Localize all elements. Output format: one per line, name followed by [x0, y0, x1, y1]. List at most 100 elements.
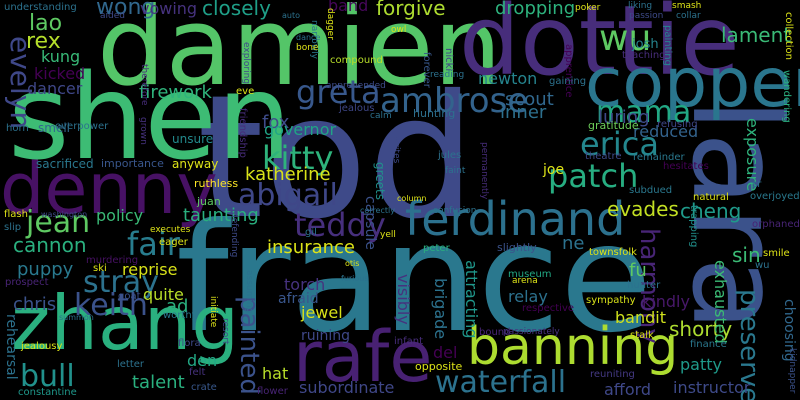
word-rex: rex: [26, 29, 61, 54]
word-aided: aided: [100, 11, 125, 21]
word-greta: greta: [296, 73, 381, 111]
word-slip: slip: [4, 222, 22, 233]
word-fair: fair: [127, 225, 180, 263]
word-taunting: taunting: [183, 205, 259, 226]
word-abigail: abigail: [238, 178, 338, 213]
word-firework: firework: [139, 82, 212, 103]
word-compound: compound: [330, 55, 383, 66]
word-museum: museum: [508, 269, 552, 280]
word-bound: bound: [479, 327, 511, 338]
word-bull: bull: [20, 359, 75, 394]
word-ruining: ruining: [301, 328, 351, 344]
word-felt: felt: [189, 367, 206, 378]
word-column: column: [397, 194, 427, 203]
word-gil: gil: [305, 227, 317, 238]
word-jean: jean: [26, 205, 91, 240]
word-dagger: dagger: [325, 8, 335, 40]
word-overjoyed: overjoyed: [750, 191, 800, 202]
word-lament: lament: [721, 23, 792, 47]
word-newton: newton: [478, 69, 538, 88]
word-anyway: anyway: [172, 157, 219, 171]
word-wu-small: wu: [755, 260, 770, 271]
word-auto: auto: [282, 11, 301, 20]
word-scout: scout: [505, 89, 554, 110]
word-unsure: unsure: [172, 132, 214, 146]
word-stalk: stalk: [630, 330, 654, 341]
word-collection: collection: [783, 12, 794, 60]
word-lara: lara: [665, 98, 800, 332]
word-rafe: rafe: [293, 316, 433, 398]
word-banning: banning: [467, 317, 679, 377]
word-tod: tod: [197, 59, 476, 257]
word-confusion: confusion: [433, 206, 477, 216]
word-executes: executes: [150, 225, 191, 235]
word-quite: quite: [143, 285, 184, 304]
word-peter: peter: [423, 243, 450, 254]
word-arena: arena: [512, 276, 538, 286]
word-dottie: dottie: [459, 0, 740, 97]
word-dropping: dropping: [495, 0, 576, 19]
word-bandit: bandit: [615, 308, 666, 327]
word-gratitude: gratitude: [588, 119, 639, 132]
word-passionately: passionately: [503, 327, 560, 337]
word-ferdinand: ferdinand: [405, 192, 626, 246]
word-france: france: [176, 192, 653, 366]
word-bone: bone: [296, 43, 319, 53]
word-flash: flash: [4, 209, 28, 220]
word-refusing: refusing: [657, 119, 698, 130]
word-afford: afford: [604, 380, 652, 399]
word-reading: reading: [430, 70, 465, 80]
word-afraid: afraid: [278, 291, 319, 307]
word-den: den: [187, 351, 218, 370]
word-theatre: theatre: [585, 151, 622, 162]
word-shen: shen: [8, 48, 292, 186]
word-respective: respective: [522, 303, 575, 314]
word-exposure: exposure: [743, 118, 762, 192]
word-sympathy: sympathy: [586, 295, 636, 306]
word-gaining: gaining: [549, 76, 587, 87]
word-puppy: puppy: [17, 259, 74, 280]
word-capsule: capsule: [362, 196, 378, 250]
word-joe: joe: [543, 162, 565, 178]
word-painted: painted: [234, 296, 264, 395]
word-rehearsal: rehearsal: [3, 314, 19, 380]
word-passion: passion: [629, 11, 664, 21]
word-inner: inner: [500, 102, 547, 123]
word-hesitates: hesitates: [663, 161, 709, 172]
word-policy: policy: [96, 206, 144, 225]
word-infant: infant: [394, 336, 424, 347]
word-forever: forever: [421, 52, 432, 88]
word-jealous: jealous: [339, 103, 375, 114]
word-hunter: hunter: [627, 280, 661, 291]
word-teaching: teaching: [622, 50, 666, 61]
word-apprentice: apprentice: [563, 44, 574, 98]
word-eve: eve: [236, 86, 255, 97]
word-patch: patch: [548, 157, 639, 195]
word-exhausted: exhausted: [711, 260, 730, 344]
word-evelyn: evelyn: [4, 36, 37, 130]
word-fu: fu: [629, 260, 647, 281]
word-smell: smell: [38, 121, 70, 135]
word-jealousy: jealousy: [21, 341, 63, 352]
word-visibly: visibly: [394, 274, 413, 325]
word-instructor: instructor: [673, 378, 751, 397]
word-reuniting: reuniting: [590, 369, 635, 380]
word-eager: eager: [159, 237, 188, 248]
word-summon: summon: [59, 313, 94, 322]
word-understanding: understanding: [4, 2, 77, 13]
word-juan: juan: [197, 195, 221, 208]
word-goat: goat: [118, 291, 141, 302]
word-wu: wu: [599, 18, 652, 59]
word-flora: flora: [178, 338, 201, 349]
word-kindly: kindly: [642, 292, 690, 311]
word-sr: sr: [752, 179, 762, 190]
word-cannon: cannon: [13, 233, 87, 257]
word-closely: closely: [202, 0, 271, 20]
word-defending: defending: [229, 212, 239, 258]
word-finance: finance: [690, 339, 727, 350]
word-wong: wong: [96, 0, 156, 20]
word-subdued: subdued: [629, 185, 673, 196]
word-sacrificed: sacrificed: [36, 157, 94, 171]
word-vowing: vowing: [140, 0, 198, 18]
